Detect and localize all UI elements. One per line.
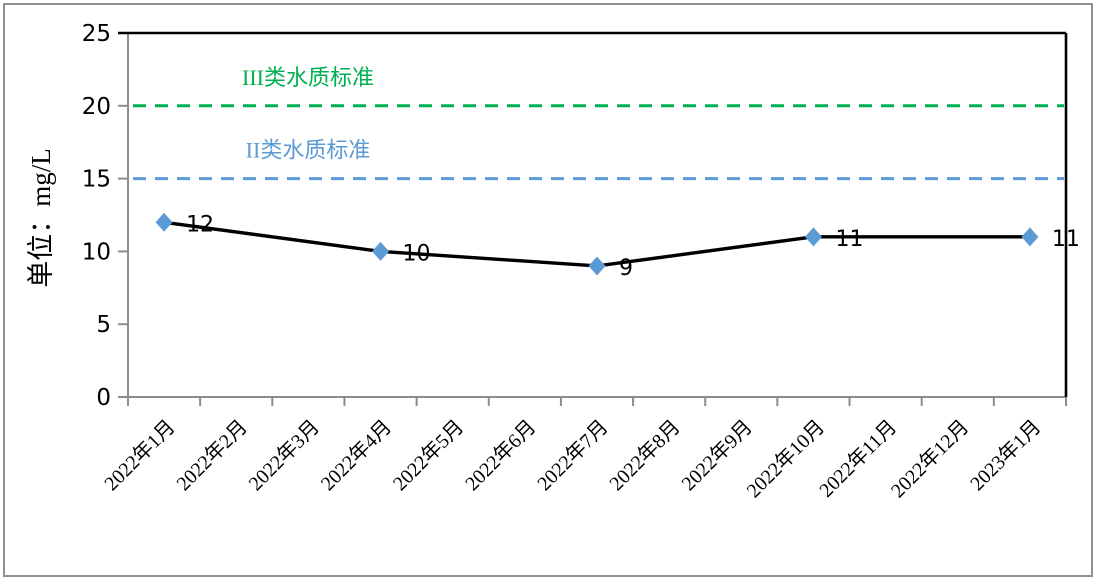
reference-line-label-1: II类水质标准 bbox=[246, 138, 371, 163]
data-label: 11 bbox=[1052, 227, 1080, 252]
y-axis-tick-label: 5 bbox=[96, 312, 111, 338]
data-label: 10 bbox=[403, 241, 431, 266]
x-axis-tick-label: 2023年1月 bbox=[966, 415, 1046, 495]
x-axis-tick-label: 2022年5月 bbox=[388, 415, 468, 495]
data-label: 9 bbox=[619, 256, 633, 281]
x-axis-tick-label: 2022年2月 bbox=[172, 415, 252, 495]
y-axis-tick-label: 0 bbox=[96, 385, 111, 411]
series-marker-diamond bbox=[372, 241, 390, 261]
x-axis-tick-label: 2022年12月 bbox=[886, 415, 973, 502]
series-marker-diamond bbox=[155, 212, 173, 232]
reference-line-label-0: III类水质标准 bbox=[242, 65, 374, 90]
y-axis-tick-label: 20 bbox=[82, 94, 111, 120]
y-axis-tick-label: 10 bbox=[82, 239, 111, 265]
data-label: 11 bbox=[835, 227, 863, 252]
data-label: 12 bbox=[186, 212, 214, 237]
y-axis-title: 单位：mg/L bbox=[26, 148, 56, 288]
x-axis-tick-label: 2022年6月 bbox=[460, 415, 540, 495]
series-marker-diamond bbox=[588, 256, 606, 276]
x-axis-tick-label: 2022年7月 bbox=[533, 415, 613, 495]
x-axis-tick-label: 2022年10月 bbox=[742, 415, 829, 502]
x-axis-tick-label: 2022年8月 bbox=[605, 415, 685, 495]
series-marker-diamond bbox=[1021, 227, 1039, 247]
x-axis-tick-label: 2022年4月 bbox=[316, 415, 396, 495]
y-axis-tick-label: 25 bbox=[82, 21, 111, 47]
y-axis-tick-label: 15 bbox=[82, 167, 111, 193]
x-axis-tick-label: 2022年1月 bbox=[100, 415, 180, 495]
x-axis-tick-label: 2022年3月 bbox=[244, 415, 324, 495]
series-marker-diamond bbox=[804, 227, 822, 247]
